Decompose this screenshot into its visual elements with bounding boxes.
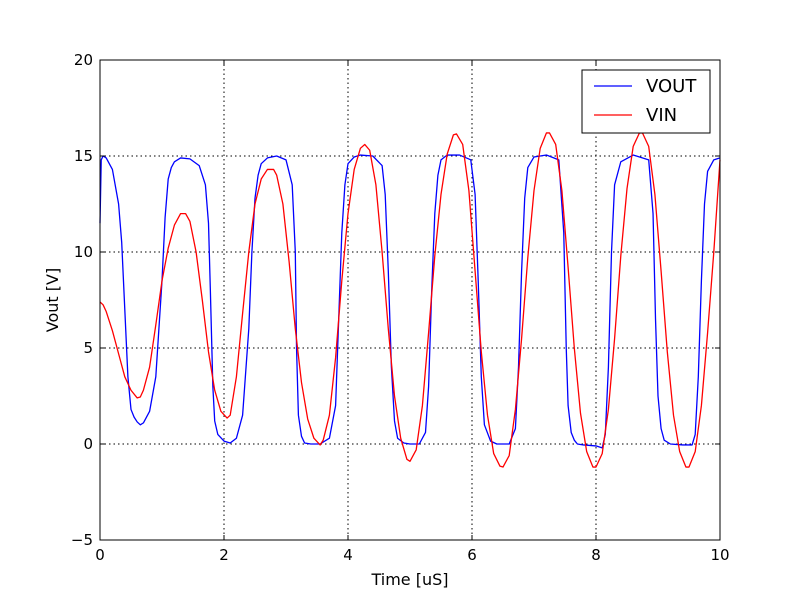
legend-box bbox=[581, 69, 711, 134]
legend: VOUT VIN bbox=[581, 69, 711, 134]
y-tick-label: −5 bbox=[71, 531, 93, 549]
grid bbox=[100, 60, 720, 540]
y-tick-label: 20 bbox=[74, 51, 93, 69]
x-axis-label: Time [uS] bbox=[370, 570, 448, 589]
series-line-vin bbox=[99, 132, 721, 468]
x-tick-label: 8 bbox=[591, 546, 601, 564]
y-tick-label: 0 bbox=[83, 435, 93, 453]
series-line-vout bbox=[99, 154, 721, 449]
y-tick-label: 10 bbox=[74, 243, 93, 261]
legend-label-vin: VIN bbox=[646, 105, 677, 126]
legend-label-vout: VOUT bbox=[646, 76, 697, 97]
x-tick-label: 10 bbox=[710, 546, 729, 564]
x-tick-label: 2 bbox=[219, 546, 229, 564]
y-axis-label: Vout [V] bbox=[43, 268, 62, 332]
plot-area bbox=[99, 132, 721, 468]
axes-frame bbox=[99, 59, 721, 541]
plot-frame bbox=[99, 59, 721, 541]
x-tick-label: 4 bbox=[343, 546, 353, 564]
y-tick-label: 5 bbox=[83, 339, 93, 357]
x-tick-label: 6 bbox=[467, 546, 477, 564]
x-tick-label: 0 bbox=[95, 546, 105, 564]
y-tick-label: 15 bbox=[74, 147, 93, 165]
